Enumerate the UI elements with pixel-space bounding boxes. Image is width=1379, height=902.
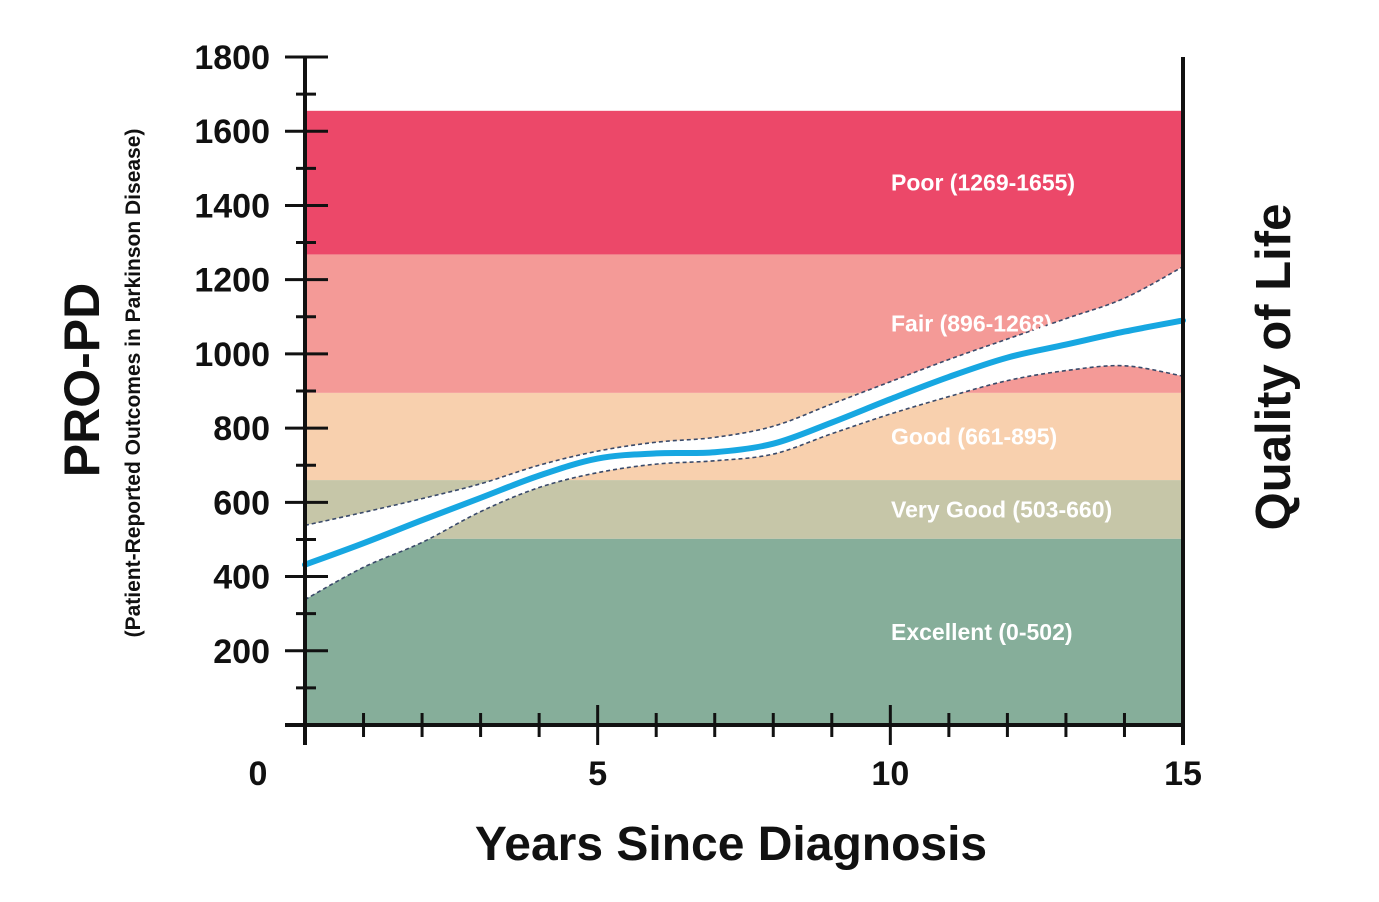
quality-bands — [305, 110, 1183, 725]
y-axis-subtitle: (Patient-Reported Outcomes in Parkinson … — [122, 129, 145, 638]
y-tick-label: 1800 — [194, 39, 270, 77]
band-label-very-good: Very Good (503-660) — [891, 496, 1112, 522]
y-axis-title: PRO-PD — [54, 283, 110, 477]
y-tick-label: 200 — [213, 633, 270, 671]
band-labels: Excellent (0-502) Very Good (503-660) Good… — [891, 170, 1112, 645]
y-tick-label: 800 — [213, 410, 270, 448]
band-label-excellent: Excellent (0-502) — [891, 619, 1073, 645]
y-tick-label: 1400 — [194, 187, 270, 225]
y-tick-label: 1600 — [194, 113, 270, 151]
band-poor — [305, 110, 1183, 255]
x-tick-label: 15 — [1164, 755, 1202, 793]
y-tick-label: 1200 — [194, 262, 270, 300]
confidence-band — [304, 265, 1184, 601]
band-label-fair: Fair (896-1268) — [891, 311, 1052, 337]
x-tick-label: 5 — [588, 755, 607, 793]
band-label-poor: Poor (1269-1655) — [891, 170, 1075, 196]
x-tick-label: 10 — [871, 755, 909, 793]
trend-line — [302, 317, 1186, 568]
band-excellent — [305, 538, 1183, 725]
axes: 200 400 600 800 1000 1200 1400 1600 1800 0 5 10 15 — [194, 39, 1202, 793]
x-axis-title: Years Since Diagnosis — [475, 818, 987, 871]
y-tick-label: 600 — [213, 484, 270, 522]
x-tick-label: 0 — [249, 755, 268, 793]
band-label-good: Good (661-895) — [891, 423, 1057, 449]
right-axis-title: Quality of Life — [1247, 204, 1301, 531]
trend-line-group — [302, 317, 1186, 568]
y-tick-label: 1000 — [194, 336, 270, 374]
y-tick-label: 400 — [213, 559, 270, 597]
confidence-lower-line — [304, 364, 1184, 601]
